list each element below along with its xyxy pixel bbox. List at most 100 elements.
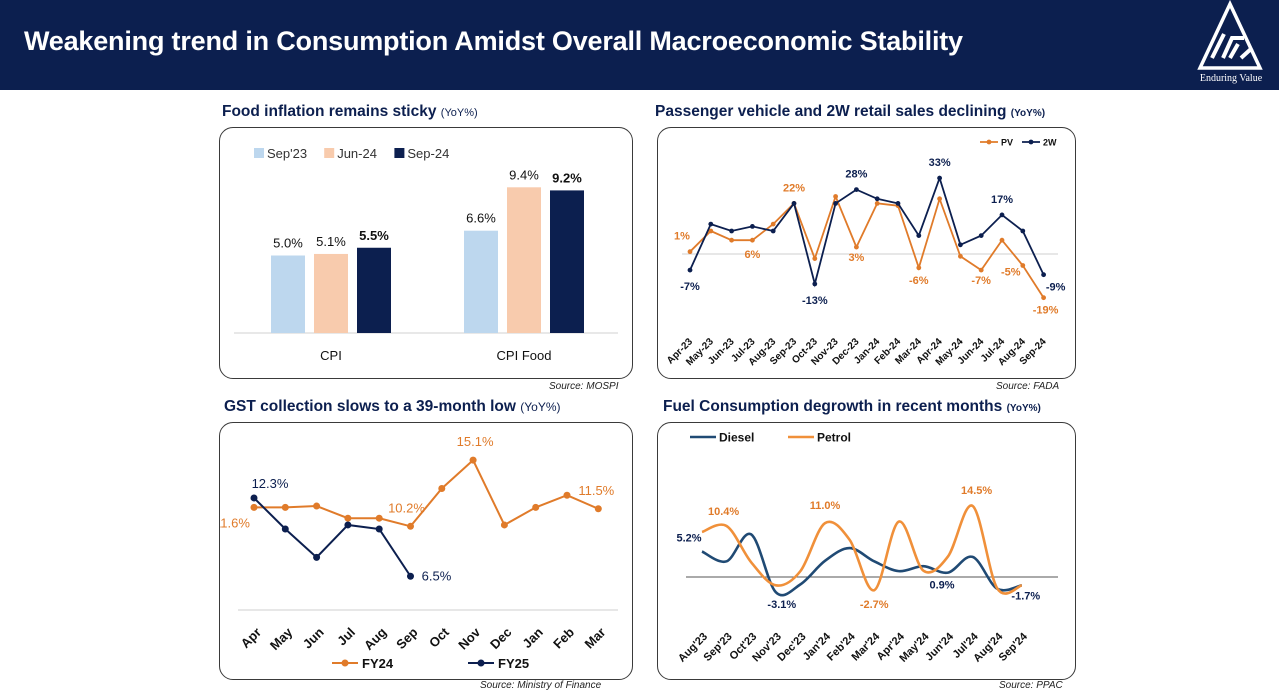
fuel-line-petrol bbox=[701, 504, 1023, 595]
cpi-legend-swatch bbox=[254, 148, 264, 158]
gst-point-fy24 bbox=[469, 456, 477, 464]
vehicle-point-2w bbox=[791, 201, 797, 206]
gst-legend-marker-fy25 bbox=[477, 659, 485, 667]
fuel-data-label: 0.9% bbox=[929, 580, 954, 592]
vehicle-panel-title: Passenger vehicle and 2W retail sales de… bbox=[655, 103, 1045, 121]
gst-source: Source: Ministry of Finance bbox=[480, 680, 602, 691]
vehicle-point-pv bbox=[999, 237, 1005, 243]
gst-point-fy24 bbox=[313, 502, 321, 510]
cpi-chart-box: 5.0% 5.1% 5.5% CPI 6.6% 9.4% 9.2% CPI Food Sep'2… bbox=[219, 127, 633, 379]
cpi-data-label: 5.0% bbox=[273, 236, 303, 251]
gst-panel-title: GST collection slows to a 39-month low (… bbox=[224, 398, 561, 416]
gst-x-tick-label: May bbox=[267, 624, 296, 653]
gst-data-label: 10.2% bbox=[388, 500, 425, 515]
fuel-title-text: Fuel Consumption degrowth in recent mont… bbox=[663, 398, 1003, 415]
vehicle-point-pv bbox=[770, 221, 776, 227]
vehicle-point-pv bbox=[1041, 295, 1046, 301]
gst-x-tick-label: Apr bbox=[238, 625, 264, 651]
cpi-legend-swatch bbox=[324, 148, 335, 158]
gst-x-tick-label: Sep bbox=[393, 624, 421, 652]
cpi-data-label: 6.6% bbox=[466, 211, 496, 226]
gst-point-fy24 bbox=[375, 514, 383, 522]
vehicle-data-label: 17% bbox=[991, 194, 1013, 206]
gst-data-label: 12.3% bbox=[252, 476, 289, 491]
gst-x-tick-label: Dec bbox=[487, 625, 514, 652]
fuel-data-label: -2.7% bbox=[860, 599, 889, 611]
vehicle-point-2w bbox=[687, 267, 693, 273]
fuel-panel-title: Fuel Consumption degrowth in recent mont… bbox=[663, 398, 1041, 416]
vehicle-data-label: 3% bbox=[848, 252, 864, 264]
page-title: Weakening trend in Consumption Amidst Ov… bbox=[24, 26, 963, 56]
cpi-bar-cpi-food-jun-24 bbox=[507, 187, 541, 333]
gst-point-fy25 bbox=[344, 521, 352, 529]
vehicle-point-pv bbox=[958, 253, 963, 259]
vehicle-point-pv bbox=[812, 256, 818, 261]
cpi-category-label: CPI Food bbox=[497, 348, 552, 363]
gst-point-fy24 bbox=[532, 503, 540, 511]
cpi-panel-title: Food inflation remains sticky (YoY%) bbox=[222, 103, 478, 121]
vehicle-point-pv bbox=[937, 196, 942, 202]
gst-point-fy24 bbox=[250, 503, 258, 511]
fuel-chart-box: 5.2% 10.4% -3.1% 11.0% -2.7% 0.9% 14.5% -1.7% Au… bbox=[657, 422, 1076, 680]
vehicle-point-2w bbox=[708, 221, 714, 227]
vehicle-point-pv bbox=[750, 237, 755, 243]
gst-point-fy25 bbox=[250, 494, 258, 502]
vehicle-data-label: -9% bbox=[1046, 282, 1066, 294]
gst-point-fy25 bbox=[407, 572, 414, 580]
cpi-bar-cpi-food-sep-23 bbox=[464, 230, 498, 333]
vehicle-point-2w bbox=[874, 196, 880, 202]
vehicle-point-2w bbox=[812, 281, 818, 287]
vehicle-point-pv bbox=[729, 237, 734, 243]
fuel-data-label: 14.5% bbox=[961, 485, 992, 497]
fuel-line-diesel bbox=[701, 532, 1023, 597]
cpi-bar-cpi-food-sep-24 bbox=[550, 190, 584, 333]
gst-point-fy24 bbox=[594, 505, 602, 513]
vehicle-data-label: -5% bbox=[1001, 267, 1021, 279]
gst-line-fy24 bbox=[254, 458, 599, 528]
fuel-data-label: -3.1% bbox=[767, 599, 796, 611]
vehicle-title-subtitle: (YoY%) bbox=[1010, 108, 1046, 119]
cpi-category-label: CPI bbox=[320, 348, 342, 363]
vehicle-point-2w bbox=[978, 233, 984, 238]
vehicle-legend-label: PV bbox=[1001, 138, 1013, 148]
cpi-data-label: 9.4% bbox=[509, 167, 539, 182]
vehicle-data-label: -13% bbox=[802, 295, 828, 307]
vehicle-point-2w bbox=[750, 224, 755, 229]
vehicle-point-pv bbox=[874, 201, 880, 206]
fuel-data-label: 11.0% bbox=[810, 500, 841, 512]
vehicle-chart-box: 1% 6% 22% 3% -6% -7% -5% -19% -7% -13% 28% 33% 17% -9… bbox=[657, 127, 1076, 379]
cpi-bar-cpi-sep-23 bbox=[271, 255, 305, 333]
vehicle-point-2w bbox=[1041, 272, 1046, 278]
cpi-title-text: Food inflation remains sticky bbox=[222, 103, 437, 120]
gst-x-tick-label: Jan bbox=[519, 624, 545, 650]
gst-legend-label: FY24 bbox=[362, 656, 394, 671]
cpi-legend-label: Jun-24 bbox=[337, 146, 377, 161]
gst-point-fy24 bbox=[563, 491, 571, 499]
fuel-x-tick-label: Sep'24 bbox=[997, 630, 1031, 664]
vehicle-point-pv bbox=[854, 244, 859, 250]
fuel-legend-label: Petrol bbox=[817, 431, 851, 445]
cpi-bar-cpi-sep-24 bbox=[357, 247, 391, 333]
gst-point-fy24 bbox=[500, 521, 508, 529]
gst-x-tick-label: Nov bbox=[455, 624, 484, 653]
vehicle-data-label: -7% bbox=[971, 275, 991, 287]
fuel-source: Source: PPAC bbox=[999, 680, 1063, 691]
cpi-title-subtitle: (YoY%) bbox=[440, 107, 478, 119]
vehicle-point-2w bbox=[937, 175, 942, 181]
vehicle-chart: 1% 6% 22% 3% -6% -7% -5% -19% -7% -13% 28% 33% 17% -9… bbox=[665, 138, 1066, 369]
gst-x-tick-label: Aug bbox=[361, 624, 390, 653]
gst-point-fy24 bbox=[407, 522, 414, 530]
vehicle-data-label: 28% bbox=[845, 169, 867, 181]
vehicle-data-label: -7% bbox=[680, 281, 700, 293]
vehicle-point-2w bbox=[729, 228, 734, 234]
vehicle-point-2w bbox=[833, 201, 838, 206]
gst-data-label: 15.1% bbox=[457, 434, 494, 449]
vehicle-point-2w bbox=[916, 233, 922, 238]
vehicle-line-pv bbox=[689, 193, 1045, 299]
header-bar: Weakening trend in Consumption Amidst Ov… bbox=[0, 0, 1279, 90]
cpi-data-label: 5.1% bbox=[316, 234, 346, 249]
cpi-legend-label: Sep-24 bbox=[407, 146, 449, 161]
vehicle-data-label: 6% bbox=[744, 249, 760, 261]
gst-data-label: 11.6% bbox=[220, 515, 250, 530]
